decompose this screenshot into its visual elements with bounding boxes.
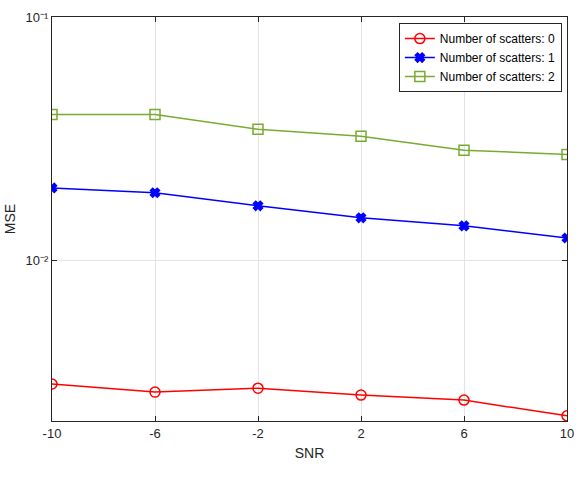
svg-text:MSE: MSE: [2, 204, 18, 234]
svg-text:-6: -6: [149, 426, 161, 441]
svg-text:6: 6: [460, 426, 467, 441]
svg-text:10⁻¹: 10⁻¹: [26, 10, 49, 25]
svg-text:Number of scatters: 1: Number of scatters: 1: [440, 51, 555, 65]
svg-text:-2: -2: [252, 426, 264, 441]
svg-text:Number of scatters: 0: Number of scatters: 0: [440, 32, 555, 46]
svg-text:10: 10: [560, 426, 574, 441]
svg-text:2: 2: [357, 426, 364, 441]
svg-text:-10: -10: [43, 426, 62, 441]
svg-text:SNR: SNR: [295, 445, 325, 461]
svg-text:10⁻²: 10⁻²: [26, 253, 49, 268]
svg-text:Number of scatters: 2: Number of scatters: 2: [440, 70, 555, 84]
